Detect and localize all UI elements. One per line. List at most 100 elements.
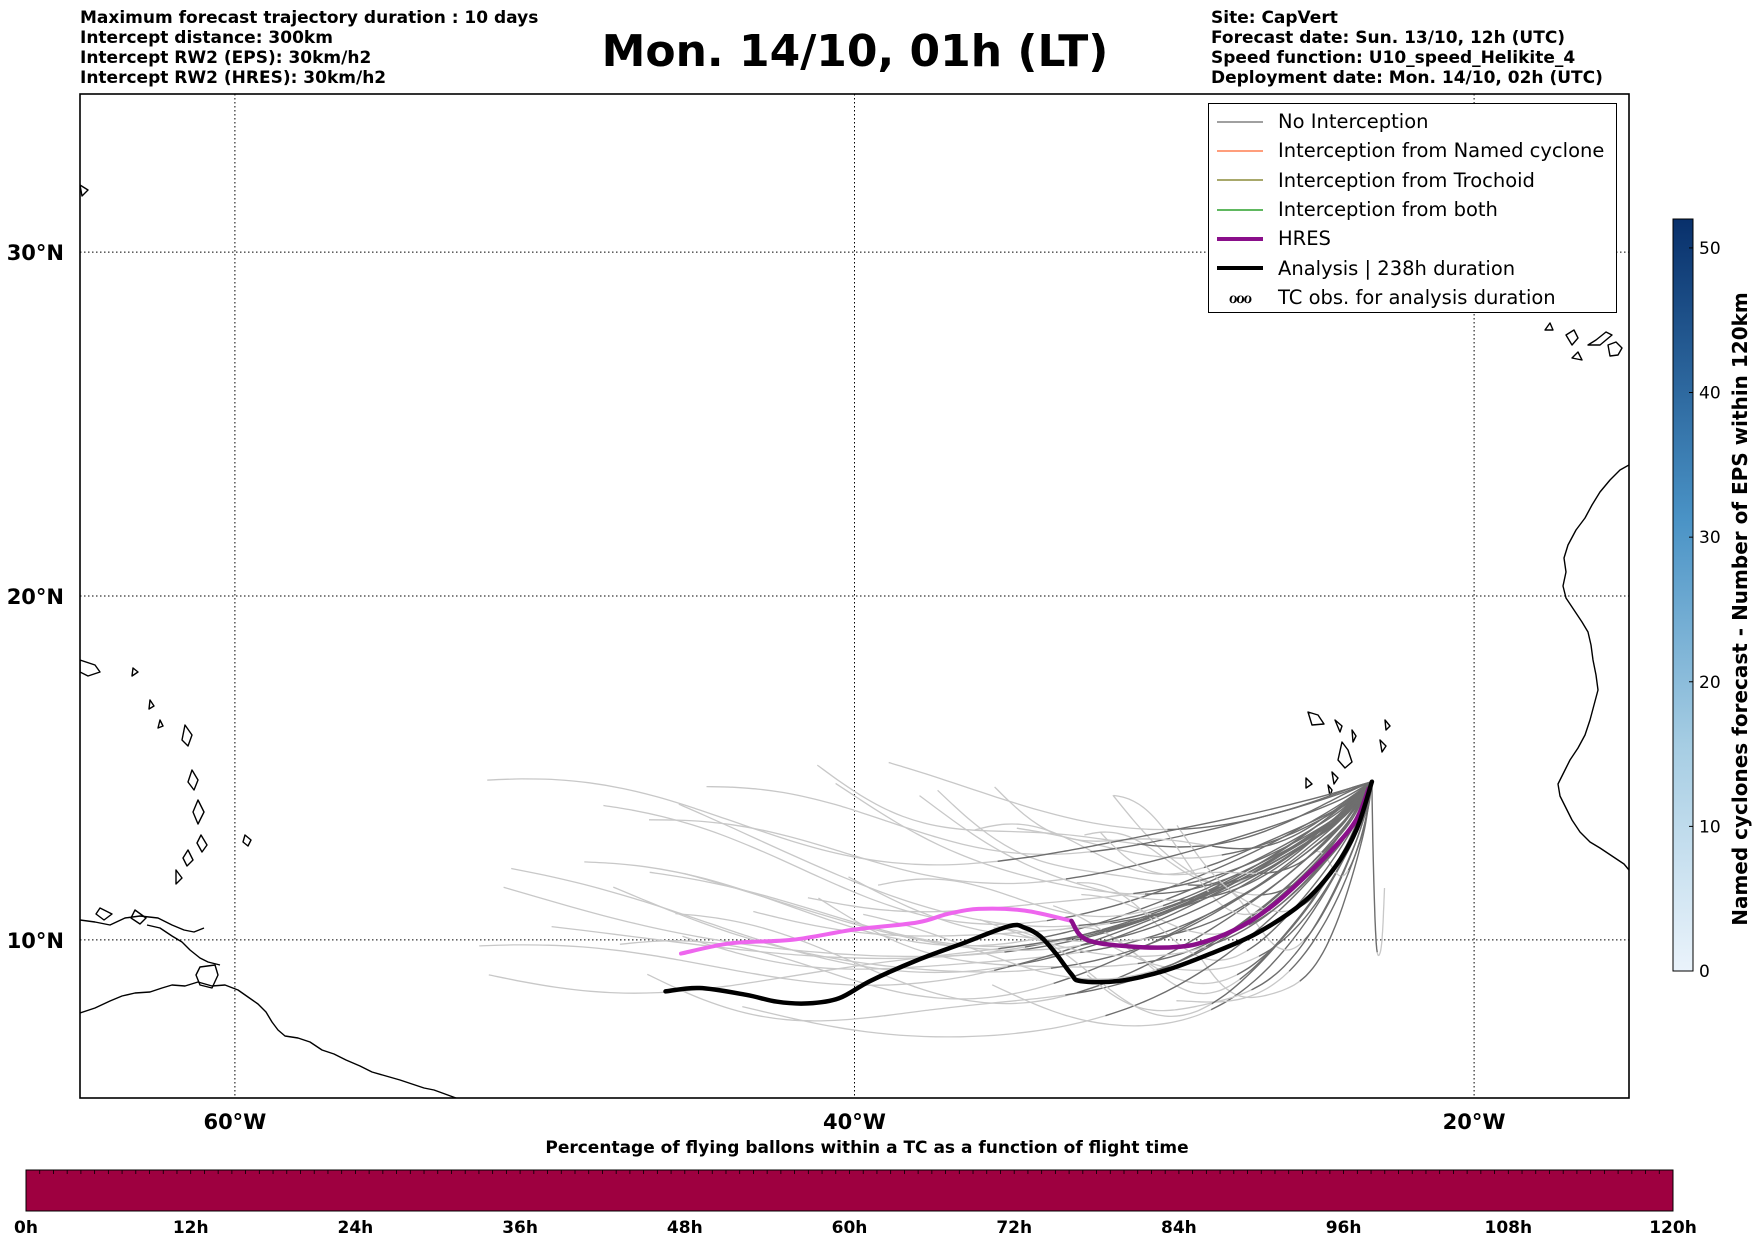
eps-track-older [1052,905,1238,985]
info-line-site: Site: CapVert [1211,8,1338,28]
eps-track-older [1104,942,1260,971]
info-line-rw2-eps: Intercept RW2 (EPS): 30km/h2 [80,48,372,68]
eps-track-older [1176,970,1290,1003]
eps-track-older [683,872,1081,951]
coastlines [80,184,1629,1098]
eps-track-older [835,782,1146,895]
time-tick-label: 12h [173,1218,209,1238]
legend-label: Interception from Named cyclone [1278,139,1605,163]
eps-track-recent [1090,781,1373,853]
time-tick-label: 72h [996,1218,1032,1238]
legend-item-analysis: Analysis | 238h duration [1209,253,1616,282]
info-line-speed-function: Speed function: U10_speed_Helikite_4 [1211,48,1576,68]
map-legend: No Interception Interception from Named … [1208,103,1617,313]
legend-item-trochoid: Interception from Trochoid [1209,166,1616,195]
eps-track-older [1376,887,1386,957]
coast-west-africa [1557,464,1629,871]
legend-swatch [1217,236,1263,241]
legend-label: Interception from Trochoid [1278,168,1535,192]
time-tick-label: 84h [1161,1218,1197,1238]
eps-track-older [479,944,995,986]
eps-track-older [675,912,1078,1005]
legend-label: HRES [1278,227,1331,251]
eps-track-older [647,973,1066,1022]
coast-lesser-antilles [80,659,252,966]
eps-track-older [753,910,1111,937]
eps-track-recent [1053,781,1373,985]
coast-northwest-caribbean [80,184,89,197]
info-line-rw2-hres: Intercept RW2 (HRES): 30km/h2 [80,68,387,88]
eps-track-recent [1046,781,1373,922]
eps-track-older [584,861,1039,947]
eps-track-older [877,878,1164,918]
colorbar-tick-label: 0 [1699,962,1710,982]
time-tick-label: 120h [1649,1218,1697,1238]
lon-tick-label: 40°W [823,1110,886,1134]
eps-track-recent [1038,781,1373,940]
lon-tick-label: 20°W [1443,1110,1506,1134]
eps-track-older [863,913,1157,980]
eps-track-older [816,764,1138,845]
time-tick-label: 96h [1326,1218,1362,1238]
right-colorbar: 0 10 20 30 40 50 [1672,218,1721,982]
analysis-track-line [663,779,1375,1006]
hres-track-recent [1069,786,1372,950]
eps-track-older [1059,926,1241,995]
eps-track-older [619,940,1054,1000]
analysis-trajectory [663,779,1375,1006]
coast-canary-islands [1544,322,1623,361]
hres-trajectory [679,786,1372,956]
legend-label: Interception from both [1278,198,1498,222]
eps-track-recent [1078,781,1373,927]
eps-track-recent [1256,781,1373,875]
legend-swatch [1217,266,1263,271]
eps-track-older [1112,794,1263,896]
eps-track-recent [1371,781,1378,953]
time-tick-label: 36h [502,1218,538,1238]
colorbar-tick-label: 30 [1699,528,1721,548]
legend-item-named-cyclone: Interception from Named cyclone [1209,136,1616,165]
coast-cape-verde [1305,711,1391,797]
eps-track-older [1113,794,1264,916]
eps-track-older [1211,884,1305,951]
time-tick-label: 0h [14,1218,38,1238]
lat-tick-label: 30°N [7,241,64,265]
longitude-labels: 60°W 40°W 20°W [203,1110,1505,1134]
page-title: Mon. 14/10, 01h (LT) [601,26,1109,77]
eps-track-older [551,925,1025,960]
eps-track-recent [1299,781,1373,982]
lat-tick-label: 20°N [7,585,64,609]
eps-track-older [1176,825,1290,913]
lon-tick-label: 60°W [203,1110,266,1134]
eps-track-recent [1203,781,1373,869]
eps-track-older [649,871,1067,948]
eps-track-older [1081,893,1250,935]
eps-track-older [603,804,1047,925]
eps-track-older [706,785,1091,856]
eps-track-older [613,886,1052,973]
tc-symbol-icon: ℴℴℴ [1228,286,1252,308]
eps-track-older [1200,958,1301,999]
eps-track-recent [997,781,1373,862]
info-line-forecast-date: Forecast date: Sun. 13/10, 12h (UTC) [1211,28,1566,48]
legend-item-both: Interception from both [1209,195,1616,224]
bottom-colorbar: 0h 12h 24h 36h 48h 60h 72h 84h 96h 108h 120h [14,1169,1697,1238]
legend-item-hres: HRES [1209,224,1616,253]
eps-track-recent [1065,781,1373,880]
legend-swatch [1217,179,1263,182]
eps-track-recent [1050,781,1373,969]
time-tick-label: 48h [667,1218,703,1238]
eps-track-older [994,786,1213,847]
eps-track-recent [1251,781,1373,991]
eps-track-older [991,984,1212,1027]
legend-label: TC obs. for analysis duration [1278,285,1556,309]
time-tick-label: 24h [338,1218,374,1238]
colorbar-tick-label: 20 [1699,673,1721,693]
time-tick-label: 60h [832,1218,868,1238]
hres-track-older [679,906,1074,956]
colorbar-tick-label: 40 [1699,384,1721,404]
eps-track-older [487,778,998,866]
eps-track-older [1016,827,1222,859]
eps-track-recent [1137,781,1373,965]
